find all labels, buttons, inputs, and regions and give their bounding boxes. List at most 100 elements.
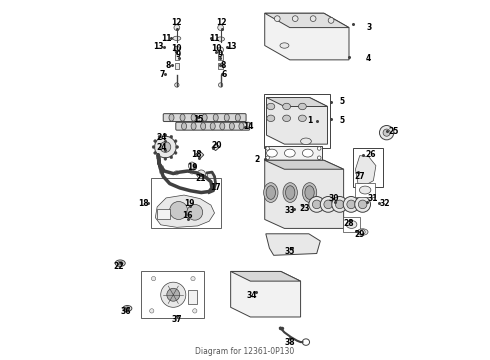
Circle shape: [185, 202, 192, 209]
Ellipse shape: [191, 123, 196, 130]
Ellipse shape: [359, 186, 371, 194]
Circle shape: [159, 170, 164, 174]
Circle shape: [174, 171, 179, 175]
Bar: [175, 54, 179, 60]
Circle shape: [170, 156, 173, 159]
Circle shape: [170, 135, 173, 138]
Ellipse shape: [213, 114, 218, 121]
Ellipse shape: [266, 186, 275, 199]
Circle shape: [309, 197, 324, 212]
Text: 5: 5: [339, 116, 344, 125]
Text: 26: 26: [365, 150, 376, 159]
Ellipse shape: [224, 114, 229, 121]
Bar: [175, 63, 179, 69]
Text: 13: 13: [153, 42, 164, 51]
Polygon shape: [231, 271, 300, 281]
Ellipse shape: [286, 186, 295, 199]
Circle shape: [335, 200, 344, 209]
Circle shape: [159, 165, 164, 170]
Ellipse shape: [283, 103, 291, 110]
Text: Diagram for 12361-0P130: Diagram for 12361-0P130: [196, 347, 294, 356]
Ellipse shape: [123, 306, 132, 311]
Ellipse shape: [202, 114, 207, 121]
Text: 2: 2: [254, 155, 260, 164]
Ellipse shape: [235, 114, 240, 121]
Text: 33: 33: [285, 206, 295, 215]
Ellipse shape: [115, 260, 125, 266]
Bar: [141, 271, 204, 318]
Text: 6: 6: [222, 70, 227, 79]
Text: 19: 19: [187, 163, 197, 172]
Text: 38: 38: [285, 338, 295, 347]
Ellipse shape: [346, 221, 357, 228]
Bar: [188, 290, 197, 304]
Circle shape: [172, 184, 177, 188]
Text: 12: 12: [172, 18, 182, 27]
Text: 19: 19: [184, 199, 195, 208]
Circle shape: [152, 145, 155, 148]
Polygon shape: [265, 160, 343, 169]
Circle shape: [154, 152, 157, 154]
Text: 17: 17: [210, 183, 221, 192]
Text: 9: 9: [176, 50, 181, 59]
Text: 4: 4: [366, 54, 371, 63]
Ellipse shape: [267, 115, 275, 122]
Circle shape: [293, 16, 298, 22]
Circle shape: [379, 126, 394, 140]
Text: 24: 24: [156, 143, 167, 152]
Bar: [355, 183, 375, 197]
Circle shape: [158, 156, 161, 159]
Polygon shape: [155, 195, 215, 227]
Circle shape: [164, 157, 167, 160]
Text: 28: 28: [343, 219, 354, 228]
Polygon shape: [265, 160, 343, 228]
Ellipse shape: [302, 149, 313, 157]
FancyBboxPatch shape: [163, 114, 246, 122]
Ellipse shape: [264, 183, 278, 202]
Bar: [219, 63, 223, 69]
Circle shape: [206, 177, 210, 181]
Circle shape: [187, 204, 203, 220]
Ellipse shape: [117, 261, 123, 265]
Text: 31: 31: [367, 194, 378, 203]
Ellipse shape: [220, 123, 225, 130]
Text: 32: 32: [380, 199, 390, 208]
Polygon shape: [265, 13, 349, 28]
Circle shape: [149, 309, 154, 313]
Text: 8: 8: [165, 61, 171, 70]
Polygon shape: [212, 143, 220, 150]
Polygon shape: [265, 146, 322, 160]
Circle shape: [324, 200, 333, 209]
Text: 5: 5: [339, 97, 344, 106]
Circle shape: [161, 282, 186, 307]
Polygon shape: [265, 13, 349, 60]
Polygon shape: [355, 156, 376, 184]
Bar: [151, 178, 221, 228]
Text: 23: 23: [299, 204, 309, 213]
Circle shape: [167, 288, 180, 301]
Circle shape: [174, 140, 177, 143]
Text: 27: 27: [354, 172, 365, 181]
Text: 8: 8: [221, 61, 226, 70]
Ellipse shape: [298, 115, 306, 122]
Circle shape: [170, 202, 188, 220]
Circle shape: [151, 276, 156, 281]
Ellipse shape: [267, 149, 277, 157]
Circle shape: [174, 25, 180, 31]
Bar: [343, 217, 360, 232]
Text: 37: 37: [172, 315, 182, 324]
Text: 15: 15: [193, 115, 203, 124]
Ellipse shape: [283, 183, 297, 202]
Text: 9: 9: [217, 50, 222, 59]
Text: 35: 35: [285, 247, 295, 256]
Circle shape: [343, 197, 359, 212]
Circle shape: [332, 197, 347, 212]
Polygon shape: [196, 151, 204, 158]
Circle shape: [188, 162, 196, 169]
Circle shape: [383, 129, 390, 136]
Circle shape: [176, 145, 179, 148]
Ellipse shape: [239, 123, 244, 130]
Circle shape: [355, 197, 370, 212]
Polygon shape: [267, 98, 327, 107]
Text: 34: 34: [247, 291, 257, 300]
